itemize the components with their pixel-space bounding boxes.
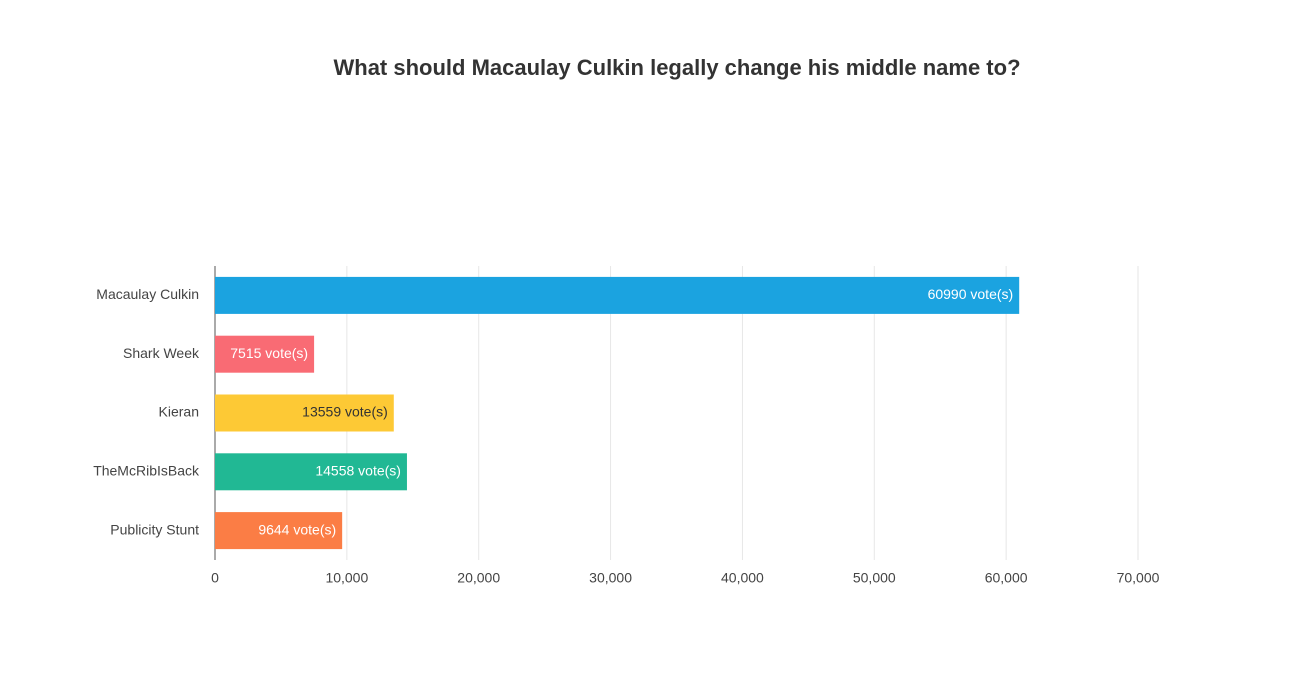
x-tick-label: 60,000 xyxy=(985,570,1028,586)
value-label: 7515 vote(s) xyxy=(230,345,308,361)
y-tick-label: Publicity Stunt xyxy=(110,521,199,537)
x-tick-label: 30,000 xyxy=(589,570,632,586)
x-tick-label: 50,000 xyxy=(853,570,896,586)
bar xyxy=(215,335,315,373)
x-tick-label: 70,000 xyxy=(1117,570,1160,586)
bar xyxy=(215,394,394,432)
value-label: 9644 vote(s) xyxy=(258,521,336,537)
bar xyxy=(215,276,1020,314)
x-tick-label: 10,000 xyxy=(325,570,368,586)
x-tick-label: 0 xyxy=(211,570,219,586)
value-label: 14558 vote(s) xyxy=(315,463,401,479)
value-label: 13559 vote(s) xyxy=(302,404,388,420)
y-tick-label: Macaulay Culkin xyxy=(96,286,199,302)
y-tick-label: TheMcRibIsBack xyxy=(93,463,200,479)
x-tick-label: 20,000 xyxy=(457,570,500,586)
chart-title: What should Macaulay Culkin legally chan… xyxy=(333,55,1020,80)
bar xyxy=(215,453,407,491)
x-tick-label: 40,000 xyxy=(721,570,764,586)
value-label: 60990 vote(s) xyxy=(928,286,1014,302)
y-tick-label: Kieran xyxy=(159,404,199,420)
bar xyxy=(215,512,343,550)
y-tick-label: Shark Week xyxy=(123,345,200,361)
